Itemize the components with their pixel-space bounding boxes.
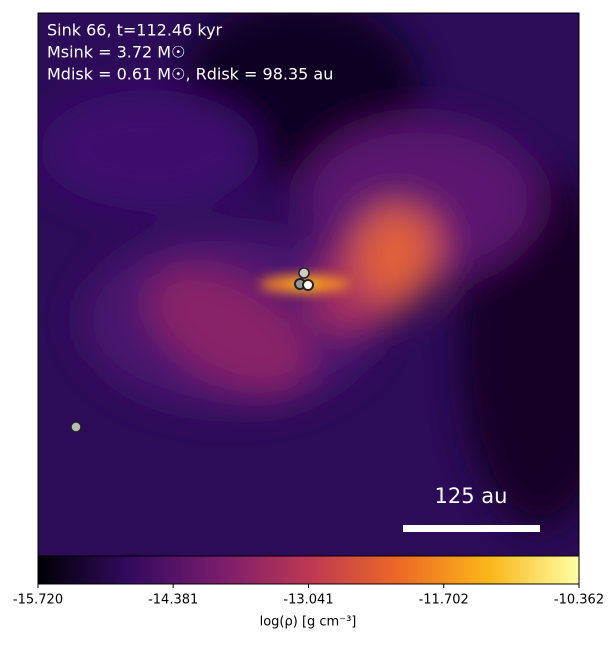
scale-bar-label: 125 au [435, 484, 508, 508]
colorbar-label: log(ρ) [g cm⁻³] [260, 615, 357, 630]
annotation: Msink = 3.72 M☉ [47, 43, 185, 62]
colorbar-tick-label: -13.041 [283, 593, 333, 608]
annotation: Mdisk = 0.61 M☉, Rdisk = 98.35 au [47, 65, 333, 84]
colorbar [37, 555, 580, 585]
density-map [38, 13, 579, 556]
colorbar-tick-label: -11.702 [419, 593, 469, 608]
colorbar-tick-label: -10.362 [554, 593, 604, 608]
annotation: Sink 66, t=112.46 kyr [47, 21, 223, 40]
colorbar-tick-label: -15.720 [13, 593, 63, 608]
colorbar-tick-label: -14.381 [148, 593, 198, 608]
